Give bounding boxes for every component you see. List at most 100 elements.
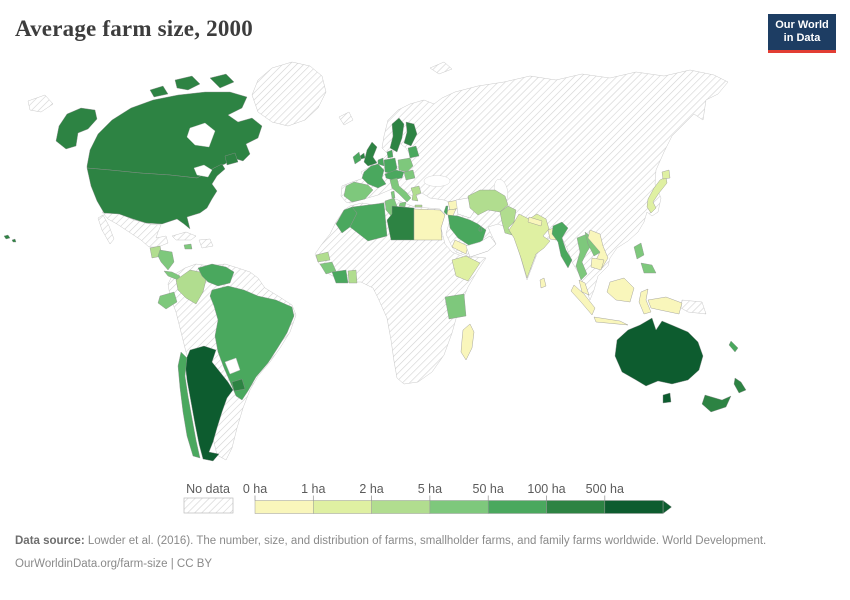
country-ghana[interactable]	[347, 269, 358, 284]
country-myanmar[interactable]	[551, 221, 573, 269]
country-iran[interactable]	[467, 189, 509, 216]
country-australia[interactable]	[614, 317, 704, 387]
country-india[interactable]	[508, 213, 551, 279]
country-sweden[interactable]	[389, 117, 405, 153]
country-finland[interactable]	[403, 121, 418, 147]
country-qatar[interactable]	[478, 225, 483, 232]
country-united-kingdom-ni[interactable]	[359, 152, 366, 160]
license-text: | CC BY	[167, 557, 213, 570]
country-israel-lebanon[interactable]	[443, 205, 449, 216]
country-japan-hokkaido[interactable]	[661, 169, 671, 180]
country-southeast-arabia[interactable]	[465, 235, 497, 258]
country-denmark[interactable]	[386, 149, 394, 159]
country-indonesia-borneo[interactable]	[606, 277, 635, 303]
country-italy[interactable]	[389, 177, 412, 203]
country-canada-arctic-1[interactable]	[174, 75, 201, 91]
country-honduras-nicaragua[interactable]	[157, 249, 175, 271]
country-greece-crete[interactable]	[414, 204, 423, 208]
country-algeria[interactable]	[349, 202, 388, 242]
legend-bin-swatch-4[interactable]	[487, 500, 547, 514]
country-egypt[interactable]	[413, 208, 446, 241]
country-yemen[interactable]	[451, 239, 469, 255]
country-united-kingdom[interactable]	[363, 141, 378, 167]
country-benelux[interactable]	[377, 157, 385, 167]
country-philippines-luzon[interactable]	[633, 242, 645, 260]
country-paraguay[interactable]	[224, 357, 241, 375]
country-canada[interactable]	[86, 91, 263, 179]
country-united-states[interactable]	[86, 163, 226, 230]
country-mexico-baja[interactable]	[97, 214, 115, 245]
country-baltic-states[interactable]	[407, 145, 420, 159]
country-new-zealand-south[interactable]	[701, 394, 732, 413]
country-united-states-hawaii-2[interactable]	[11, 238, 17, 243]
country-united-states-alaska[interactable]	[55, 107, 98, 150]
country-cambodia[interactable]	[590, 257, 605, 271]
country-ireland[interactable]	[352, 151, 362, 165]
country-hungary-slovakia[interactable]	[403, 169, 416, 181]
country-italy-sardinia[interactable]	[390, 190, 396, 199]
country-united-states-hawaii-1[interactable]	[3, 234, 11, 240]
country-greenland[interactable]	[251, 61, 327, 127]
country-russia-chukotka[interactable]	[27, 94, 54, 113]
country-alpine-central-europe[interactable]	[384, 169, 405, 181]
country-uruguay[interactable]	[231, 378, 246, 392]
map-layer	[3, 61, 747, 462]
country-canada-newfoundland[interactable]	[224, 152, 239, 166]
country-canada-arctic-3[interactable]	[149, 85, 169, 98]
country-new-zealand-north[interactable]	[733, 377, 747, 394]
owid-logo-accent-bar	[768, 50, 836, 53]
country-japan-honshu[interactable]	[646, 176, 668, 214]
legend-bin-swatch-1[interactable]	[313, 500, 372, 514]
country-spain-portugal[interactable]	[343, 181, 374, 203]
country-saudi-arabia[interactable]	[447, 214, 487, 247]
country-chile[interactable]	[177, 351, 201, 459]
country-france[interactable]	[361, 163, 387, 189]
country-sri-lanka[interactable]	[539, 277, 547, 289]
country-argentina[interactable]	[184, 345, 234, 462]
country-indonesia-sulawesi[interactable]	[638, 288, 652, 315]
country-greece[interactable]	[410, 185, 422, 202]
country-libya[interactable]	[386, 205, 415, 241]
country-indonesia-java[interactable]	[593, 316, 629, 326]
legend-tick-label-4: 50 ha	[473, 482, 504, 496]
country-hispaniola[interactable]	[198, 238, 214, 249]
country-guinea[interactable]	[319, 261, 337, 275]
country-malaysia[interactable]	[578, 279, 590, 296]
legend-bin-swatch-3[interactable]	[429, 500, 489, 514]
legend-bin-swatch-2[interactable]	[371, 500, 431, 514]
country-new-caledonia[interactable]	[728, 340, 739, 353]
country-ethiopia[interactable]	[451, 255, 481, 282]
country-philippines-mindanao[interactable]	[640, 262, 657, 274]
country-iceland[interactable]	[338, 111, 354, 126]
country-colombia[interactable]	[175, 269, 207, 305]
country-australia-tasmania[interactable]	[662, 392, 672, 404]
country-vietnam[interactable]	[587, 229, 609, 269]
country-svalbard[interactable]	[429, 61, 453, 75]
country-poland[interactable]	[397, 157, 414, 173]
legend-no-data-swatch[interactable]	[183, 497, 234, 514]
legend-bin-swatch-0[interactable]	[254, 500, 314, 514]
country-indonesia-west-new-guinea[interactable]	[647, 296, 683, 315]
country-nepal[interactable]	[527, 216, 543, 227]
country-madagascar[interactable]	[460, 323, 475, 361]
country-senegal[interactable]	[315, 251, 331, 263]
country-tanzania[interactable]	[444, 293, 467, 320]
owid-url-link[interactable]: OurWorldinData.org/farm-size	[15, 557, 168, 570]
country-ecuador[interactable]	[157, 291, 178, 310]
legend-tick-label-0: 0 ha	[243, 482, 267, 496]
country-papua-new-guinea[interactable]	[680, 299, 707, 315]
country-pakistan[interactable]	[499, 205, 517, 236]
owid-logo[interactable]: Our World in Data	[768, 14, 836, 53]
country-canada-arctic-2[interactable]	[209, 73, 235, 89]
legend-bin-swatch-6[interactable]	[604, 500, 664, 514]
country-venezuela[interactable]	[197, 263, 235, 287]
country-jamaica[interactable]	[183, 243, 193, 250]
country-cote-divoire[interactable]	[331, 269, 349, 284]
country-mexico[interactable]	[101, 211, 169, 248]
country-cuba[interactable]	[171, 231, 197, 241]
country-indonesia-sumatra[interactable]	[570, 284, 596, 316]
legend-bin-swatch-5[interactable]	[546, 500, 606, 514]
region-eurasia-no-data[interactable]	[340, 69, 729, 301]
